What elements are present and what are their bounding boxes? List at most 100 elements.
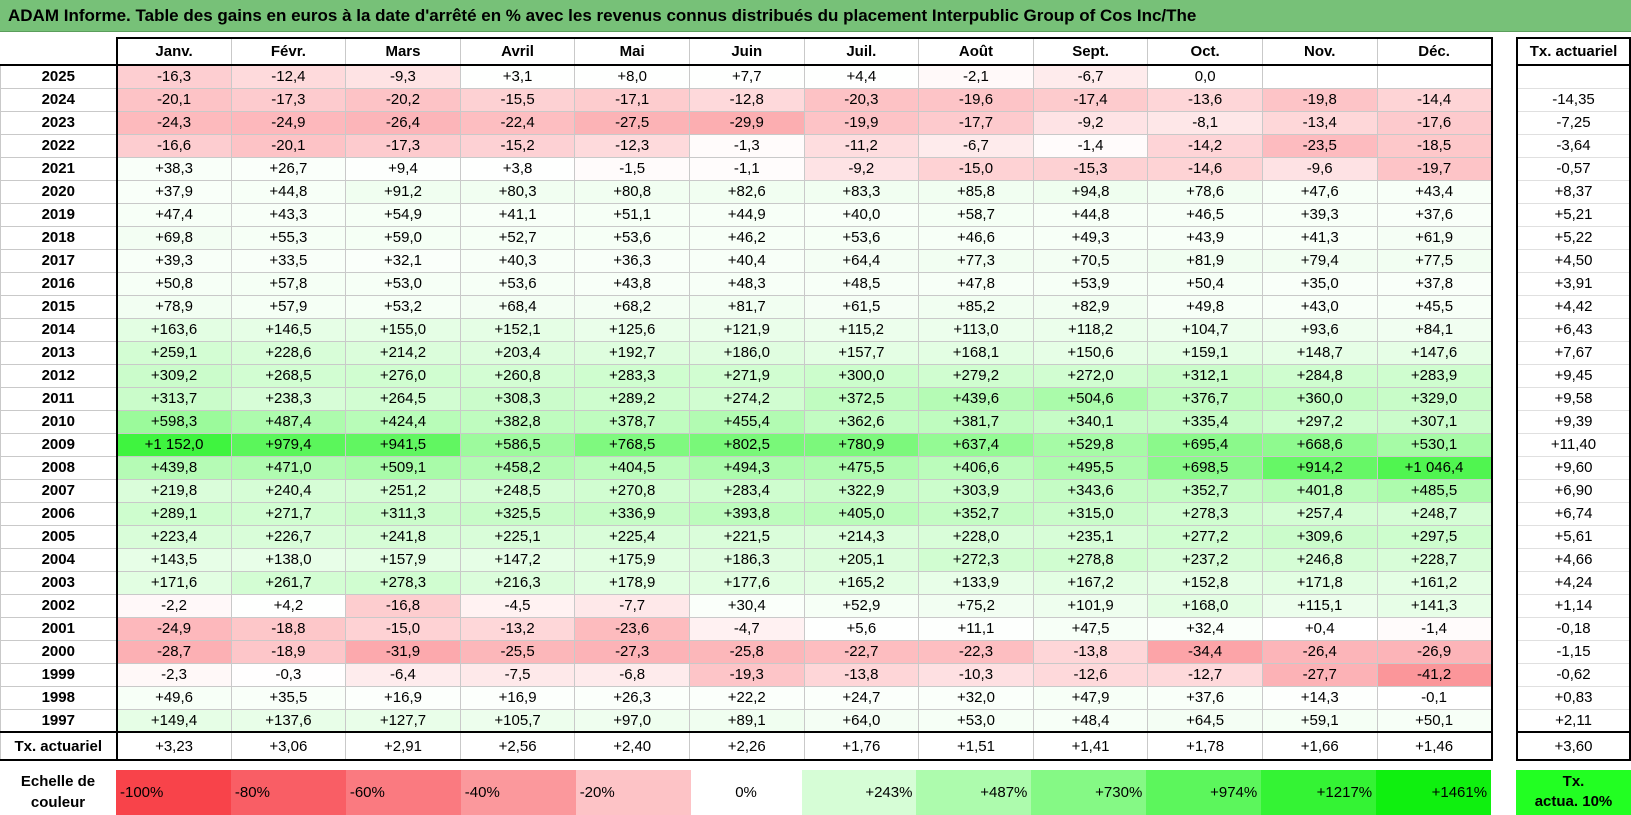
heatmap-cell: +336,9 [574,501,690,526]
table-row: 2003 +171,6 +261,7 +278,3 +216,3 +178,9 +177,6… [0,570,1493,595]
heatmap-cell: +54,9 [345,202,461,227]
heatmap-cell: -26,4 [1261,639,1378,664]
heatmap-cell: +325,5 [459,501,576,526]
color-scale-step: -60% [345,770,461,815]
heatmap-cell: +141,3 [1376,593,1493,618]
heatmap-cell: +941,5 [345,432,461,457]
heatmap-cell: +45,5 [1376,294,1493,319]
heatmap-cell: +89,1 [688,708,805,733]
table-row: 2010 +598,3 +487,4 +424,4 +382,8 +378,7 +455,4… [0,409,1493,434]
heatmap-cell: +393,8 [688,501,805,526]
year-label: 2000 [0,639,117,664]
heatmap-cell: +41,1 [459,202,576,227]
heatmap-cell: +223,4 [115,524,232,549]
heatmap-cell: +150,6 [1032,340,1149,365]
heatmap-cell: +360,0 [1261,386,1378,411]
heatmap-cell: -4,5 [459,593,576,618]
footer-rate-cell: +1,66 [1261,731,1378,761]
heatmap-cell: +43,3 [230,202,347,227]
heatmap-cell: +283,3 [574,363,690,388]
year-label: 2021 [0,156,117,181]
heatmap-cell: +171,8 [1261,570,1378,595]
heatmap-cell: +171,6 [115,570,232,595]
heatmap-cell: -17,3 [230,87,347,112]
table-row: 2012 +309,2 +268,5 +276,0 +260,8 +283,3 +271,9… [0,363,1493,388]
heatmap-cell: +405,0 [803,501,920,526]
color-scale-step: +730% [1031,770,1147,815]
rate-cell: +6,90 [1516,478,1631,503]
heatmap-cell: +214,2 [345,340,461,365]
heatmap-cell: +61,5 [803,294,920,319]
heatmap-cell: -2,2 [115,593,232,618]
rate-cell: +6,74 [1516,501,1631,526]
year-label: 2014 [0,317,117,342]
heatmap-cell: +50,4 [1147,271,1263,296]
color-scale-label: Echelle de couleur [20,773,96,811]
heatmap-cell: +149,4 [115,708,232,733]
heatmap-cell: +271,7 [230,501,347,526]
month-header: Janv. [115,37,232,66]
heatmap-cell: +97,0 [574,708,690,733]
heatmap-cell: +279,2 [918,363,1034,388]
heatmap-cell: +475,5 [803,455,920,480]
heatmap-cell: -12,4 [230,64,347,89]
heatmap-cell: +125,6 [574,317,690,342]
heatmap-cell: +81,7 [688,294,805,319]
heatmap-cell: +26,7 [230,156,347,181]
heatmap-cell: +186,0 [688,340,805,365]
heatmap-cell: +192,7 [574,340,690,365]
heatmap-cell: +309,2 [115,363,232,388]
heatmap-cell: +248,5 [459,478,576,503]
heatmap-cell: -6,7 [1032,64,1149,89]
rate-cell: +1,14 [1516,593,1631,618]
heatmap-cell: +40,0 [803,202,920,227]
heatmap-cell: +9,4 [345,156,461,181]
heatmap-cell: +278,8 [1032,547,1149,572]
heatmap-cell: +84,1 [1376,317,1493,342]
heatmap-cell: +155,0 [345,317,461,342]
heatmap-cell: -4,7 [688,616,805,641]
heatmap-cell: +8,0 [574,64,690,89]
heatmap-cell: -17,7 [918,110,1034,135]
heatmap-cell: -16,3 [115,64,232,89]
heatmap-cell: +157,9 [345,547,461,572]
heatmap-cell: +802,5 [688,432,805,457]
heatmap-cell: -15,5 [459,87,576,112]
footer-rate-cell: +3,06 [230,731,347,761]
heatmap-cell: +274,2 [688,386,805,411]
heatmap-cell: +32,1 [345,248,461,273]
overall-rate-cell: +3,60 [1516,731,1631,761]
heatmap-cell: +113,0 [918,317,1034,342]
heatmap-cell: +85,2 [918,294,1034,319]
heatmap-cell: -1,1 [688,156,805,181]
month-header: Mars [345,37,461,66]
heatmap-cell: +80,3 [459,179,576,204]
heatmap-cell: -10,3 [918,662,1034,687]
footer-rate-cell: +1,41 [1032,731,1149,761]
table-row: 2022 -16,6 -20,1 -17,3 -15,2 -12,3 -1,3 -11,2 -6… [0,133,1493,158]
heatmap-cell: -23,5 [1261,133,1378,158]
heatmap-cell: -20,3 [803,87,920,112]
year-label: 2002 [0,593,117,618]
rate-cell: -0,18 [1516,616,1631,641]
heatmap-cell: +303,9 [918,478,1034,503]
table-row: 2011 +313,7 +238,3 +264,5 +308,3 +289,2 +274,2… [0,386,1493,411]
heatmap-cell: -1,4 [1032,133,1149,158]
heatmap-cell: -22,4 [459,110,576,135]
rate-cell: +4,42 [1516,294,1631,319]
heatmap-cell: +37,8 [1376,271,1493,296]
heatmap-cell: +376,7 [1147,386,1263,411]
heatmap-cell: +48,4 [1032,708,1149,733]
heatmap-cell: +335,4 [1147,409,1263,434]
heatmap-cell: +37,6 [1376,202,1493,227]
rate-cell: -0,57 [1516,156,1631,181]
table-row: 2018 +69,8 +55,3 +59,0 +52,7 +53,6 +46,2 +53,6 +… [0,225,1493,250]
rate-cell: +2,11 [1516,708,1631,733]
heatmap-cell: -6,7 [918,133,1034,158]
heatmap-cell: +228,7 [1376,547,1493,572]
heatmap-cell: -16,8 [345,593,461,618]
heatmap-cell: +53,6 [574,225,690,250]
heatmap-cell: -12,8 [688,87,805,112]
table-row: 1998 +49,6 +35,5 +16,9 +16,9 +26,3 +22,2 +24,7 +… [0,685,1493,710]
year-label: 2013 [0,340,117,365]
